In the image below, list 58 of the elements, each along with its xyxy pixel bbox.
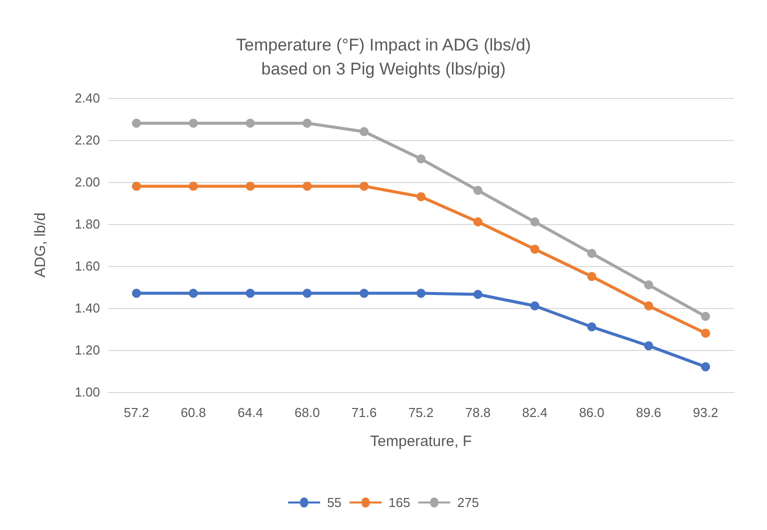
point: [701, 312, 710, 321]
point: [644, 280, 654, 290]
legend-label: 165: [388, 495, 410, 510]
y-tick-label: 1.00: [74, 384, 100, 400]
x-axis-title: Temperature, F: [370, 433, 472, 450]
chart-title: Temperature (°F) Impact in ADG (lbs/d) based on 3 Pig Weights (lbs/pig): [236, 36, 531, 78]
point: [416, 192, 426, 202]
point: [302, 288, 312, 298]
point: [587, 322, 596, 332]
y-tick-label: 1.80: [74, 216, 100, 232]
point: [416, 154, 426, 164]
point: [530, 244, 540, 254]
point: [587, 272, 596, 281]
x-tick-label: 57.2: [124, 405, 150, 420]
x-tick-label: 78.8: [465, 405, 491, 420]
x-tick-label: 89.6: [636, 405, 662, 420]
x-tick-label: 68.0: [294, 405, 320, 420]
point: [360, 127, 369, 136]
x-tick-label: 64.4: [238, 405, 263, 420]
point: [132, 118, 141, 128]
y-tick-label: 1.40: [74, 300, 100, 316]
legend-label: 275: [457, 495, 479, 510]
point: [188, 182, 198, 191]
x-tick-label: 60.8: [180, 405, 206, 420]
point: [188, 118, 198, 128]
point: [473, 186, 482, 195]
point: [587, 248, 596, 258]
point: [246, 118, 255, 128]
y-tick-label: 2.00: [74, 174, 100, 190]
point: [701, 362, 710, 372]
point: [701, 328, 710, 338]
point: [302, 182, 312, 191]
y-axis-title: ADG, lb/d: [32, 212, 49, 278]
point: [246, 288, 255, 298]
x-tick-label: 93.2: [692, 405, 718, 420]
x-tick-label: 82.4: [522, 405, 548, 420]
point: [132, 182, 141, 191]
y-tick-label: 2.40: [74, 90, 100, 106]
point: [246, 182, 255, 191]
point: [302, 118, 312, 128]
y-tick-label: 1.60: [74, 258, 100, 274]
point: [473, 290, 482, 299]
x-tick-label: 75.2: [408, 405, 434, 420]
point: [360, 182, 369, 191]
legend-label: 55: [327, 495, 342, 510]
point: [473, 217, 482, 226]
y-tick-label: 1.20: [74, 342, 100, 358]
point: [644, 341, 654, 350]
point: [188, 288, 198, 298]
point: [644, 301, 654, 310]
y-tick-label: 2.20: [74, 132, 100, 148]
x-tick-label: 86.0: [579, 405, 604, 420]
point: [360, 288, 369, 298]
x-tick-label: 71.6: [351, 405, 377, 420]
point: [416, 288, 426, 298]
point: [132, 288, 141, 298]
point: [530, 217, 540, 226]
point: [530, 301, 540, 310]
